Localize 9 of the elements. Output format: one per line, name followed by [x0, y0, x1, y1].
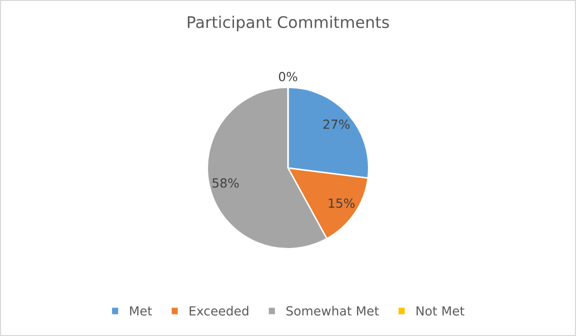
legend-label: Not Met — [416, 306, 464, 316]
data-label: 27% — [323, 120, 350, 129]
data-label: 15% — [328, 198, 355, 208]
text: 0% — [278, 72, 298, 82]
legend-label: Exceeded — [190, 306, 248, 316]
chart-title: Participant Commitments — [188, 16, 389, 32]
legend-label: Met — [130, 306, 152, 316]
data-label: 58% — [212, 178, 239, 188]
legend-label: Somewhat Met — [286, 306, 379, 316]
